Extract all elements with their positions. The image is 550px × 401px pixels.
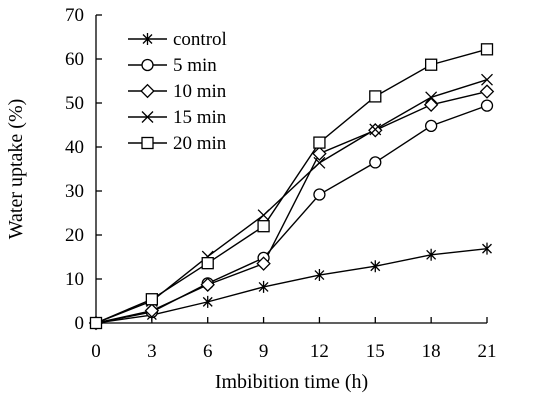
- data-point: [258, 280, 269, 293]
- series-line: [95, 48, 488, 324]
- data-point: [312, 146, 327, 161]
- data-point: [257, 220, 270, 233]
- data-point: [425, 91, 438, 104]
- series-lines: [95, 48, 488, 324]
- data-point: [369, 123, 382, 136]
- x-tick-label: 9: [259, 341, 269, 362]
- x-tick-label: 15: [366, 341, 385, 362]
- data-point: [89, 316, 103, 330]
- x-axis-title: Imbibition time (h): [215, 371, 368, 393]
- x-tick-label: 21: [478, 341, 497, 362]
- y-tick-label: 0: [75, 313, 85, 334]
- series-markers: [88, 43, 495, 331]
- data-point: [369, 156, 382, 169]
- data-point: [313, 156, 326, 169]
- data-point: [314, 269, 325, 282]
- y-tick-label: 20: [65, 225, 84, 246]
- x-tick-label: 6: [203, 341, 213, 362]
- data-point: [144, 303, 160, 318]
- y-tick-label: 60: [65, 49, 84, 70]
- data-point: [481, 73, 493, 86]
- data-point: [313, 136, 326, 149]
- data-point: [424, 119, 438, 133]
- y-axis-title: Water uptake (%): [5, 99, 27, 240]
- data-point: [479, 84, 495, 99]
- y-tick-label: 30: [65, 181, 84, 202]
- data-point: [370, 260, 381, 273]
- y-tick-label: 40: [65, 137, 84, 158]
- legend-marker: [140, 83, 155, 99]
- series-line: [95, 104, 488, 324]
- data-point: [369, 90, 382, 103]
- legend-label: 10 min: [173, 81, 227, 102]
- axes: [95, 15, 487, 324]
- y-tick-label: 70: [65, 5, 84, 26]
- data-point: [313, 188, 326, 201]
- data-point: [201, 257, 214, 270]
- legend-marker: [141, 111, 154, 123]
- legend: control 5 min 10 min 15 min 20 min: [128, 29, 227, 154]
- x-tick-label: 18: [422, 341, 441, 362]
- series-line: [95, 247, 488, 324]
- data-point: [423, 97, 439, 112]
- data-point: [480, 99, 494, 112]
- x-tick-label: 0: [91, 341, 101, 362]
- data-point: [426, 248, 437, 261]
- data-point: [202, 295, 213, 308]
- series-line: [95, 90, 488, 324]
- y-tick-label: 50: [65, 93, 84, 114]
- x-tick-label: 12: [310, 341, 329, 362]
- legend-marker: [142, 33, 153, 45]
- legend-label: 5 min: [173, 55, 217, 76]
- data-point: [257, 209, 270, 222]
- legend-label: control: [173, 29, 227, 50]
- data-point: [482, 242, 492, 255]
- data-point: [424, 58, 438, 71]
- legend-marker: [141, 58, 154, 72]
- data-point: [256, 256, 271, 271]
- data-point: [145, 293, 159, 306]
- data-point: [480, 43, 494, 56]
- legend-label: 15 min: [173, 107, 227, 128]
- data-point: [200, 277, 215, 292]
- x-tick-label: 3: [147, 341, 157, 362]
- y-tick-label: 10: [65, 269, 84, 290]
- series-line: [95, 79, 488, 324]
- legend-label: 20 min: [173, 133, 227, 154]
- legend-marker: [141, 136, 154, 150]
